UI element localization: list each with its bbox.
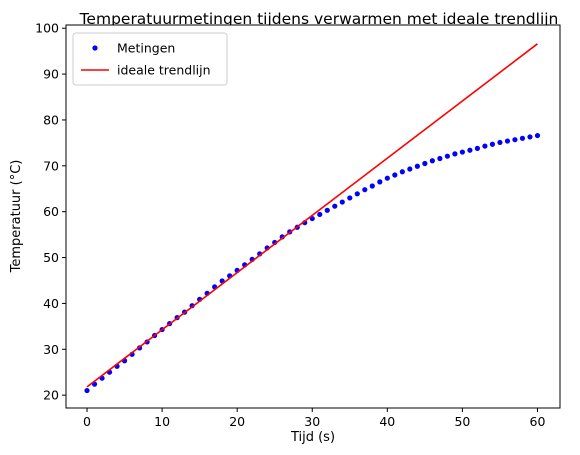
y-tick-label: 20 [43,388,59,403]
y-tick-label: 70 [43,158,59,173]
measurement-point [354,191,360,197]
measurement-point [369,183,375,189]
x-tick-label: 30 [304,414,320,429]
measurement-point [459,149,465,155]
y-tick-label: 50 [43,250,59,265]
legend-label: Metingen [117,41,175,56]
measurement-point [324,207,330,213]
x-tick-label: 40 [379,414,395,429]
measurement-point [437,155,443,162]
x-axis-label: Tijd (s) [290,430,335,445]
measurement-point [362,187,368,193]
x-tick-label: 0 [83,414,91,429]
x-tick-label: 50 [454,414,470,429]
axes: 0 10 20 30 40 50 60 20 30 40 50 60 70 80 90 100 [35,21,561,429]
measurement-point [467,147,473,153]
measurement-point [317,211,323,218]
measurement-point [482,143,488,149]
measurement-point [384,175,390,181]
x-tick-label: 20 [229,414,245,429]
measurement-point [497,139,503,146]
y-tick-label: 80 [43,112,59,127]
y-axis-label: Temperatuur (°C) [9,160,24,274]
y-tick-label: 100 [35,21,59,36]
measurement-point [422,160,428,167]
trendline [86,43,538,388]
x-tick-label: 60 [530,414,546,429]
measurement-point [339,199,345,205]
axes-frame [65,24,561,409]
measurement-point [474,145,481,151]
measurement-point [489,141,496,147]
measurement-point [452,151,458,157]
chart-title: Temperatuurmetingen tijdens verwarmen me… [79,10,559,28]
legend-box [72,32,228,86]
y-tick-label: 30 [43,342,59,357]
y-tick-label: 40 [43,296,59,311]
legend-label: ideale trendlijn [117,63,211,78]
measurement-point [527,134,533,140]
y-tick-label: 60 [43,204,59,219]
y-tick-label: 90 [43,67,59,82]
measurement-point [84,387,90,394]
legend-point-swatch [92,45,98,51]
measurement-point [504,138,511,144]
measurement-point [399,169,405,175]
measurement-point [534,132,541,139]
measurement-point [512,137,518,143]
measurement-point [377,179,383,185]
legend: Metingen ideale trendlijn [72,32,228,86]
x-tick-label: 10 [154,414,170,429]
measurement-point [392,172,398,178]
measurement-point [414,163,420,169]
measurement-point [347,195,353,201]
measurement-point [444,153,450,159]
measurement-point [519,135,526,141]
measurement-point [332,203,338,209]
measurement-point [429,158,435,164]
data-marks [84,43,541,394]
measurement-point [407,166,413,172]
